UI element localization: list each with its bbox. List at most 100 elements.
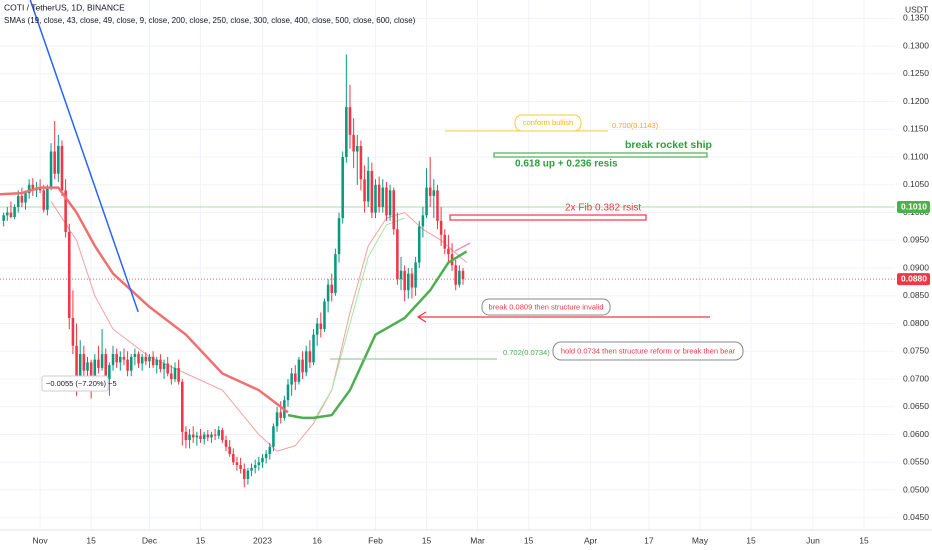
arrow-head bbox=[416, 311, 427, 323]
candle-body bbox=[410, 273, 414, 288]
candle-body bbox=[275, 412, 279, 427]
candle-body bbox=[6, 212, 9, 216]
candle-body bbox=[315, 323, 319, 335]
candle-body bbox=[326, 284, 330, 302]
candle-body bbox=[323, 301, 326, 330]
candle-body bbox=[348, 107, 352, 135]
candle-body bbox=[57, 145, 60, 174]
x-tick-label: 15 bbox=[746, 535, 756, 545]
candle-body bbox=[454, 265, 457, 285]
zone bbox=[493, 152, 708, 158]
candle-body bbox=[206, 434, 210, 438]
x-tick-label: Apr bbox=[584, 535, 597, 545]
candle-body bbox=[166, 363, 169, 374]
candle-body bbox=[97, 359, 100, 368]
candle-body bbox=[345, 107, 348, 158]
candle-body bbox=[100, 354, 104, 368]
y-tick-label: 0.1250 bbox=[903, 68, 929, 78]
x-tick-label: 15 bbox=[86, 535, 96, 545]
candle-body bbox=[9, 212, 13, 217]
candle-body bbox=[71, 318, 75, 346]
x-tick-label: Nov bbox=[33, 535, 49, 545]
candle-body bbox=[257, 462, 261, 466]
price-label: 0.1010 bbox=[901, 201, 927, 211]
candle-body bbox=[232, 453, 235, 463]
chart-subtitle: SMAs (19, close, 43, close, 49, close, 9… bbox=[4, 16, 416, 25]
y-tick-label: 0.0450 bbox=[903, 512, 929, 522]
candle-body bbox=[46, 187, 49, 210]
y-tick-label: 0.0800 bbox=[903, 318, 929, 328]
candle-body bbox=[334, 254, 337, 294]
note: 2x Fib 0.382 rsist bbox=[565, 203, 641, 214]
candle-body bbox=[381, 187, 385, 208]
chart-title: COTI / TetherUS, 1D, BINANCE bbox=[4, 2, 125, 12]
candle-body bbox=[144, 356, 148, 362]
candle-body bbox=[436, 190, 439, 221]
candle-body bbox=[250, 467, 253, 471]
candle-body bbox=[417, 226, 421, 263]
candle-body bbox=[425, 187, 428, 216]
candle-body bbox=[264, 453, 268, 458]
candle-body bbox=[224, 440, 228, 447]
note-box bbox=[514, 114, 582, 132]
candle-body bbox=[359, 145, 363, 180]
y-unit: USDT bbox=[905, 4, 928, 14]
candle-body bbox=[75, 345, 78, 380]
candle-body bbox=[304, 351, 308, 373]
candle-body bbox=[461, 270, 465, 280]
candle-body bbox=[432, 190, 436, 196]
candle-body bbox=[13, 207, 16, 217]
y-tick-label: 0.0750 bbox=[903, 346, 929, 356]
candle-body bbox=[173, 367, 177, 380]
candle-body bbox=[148, 356, 151, 362]
candle-body bbox=[67, 231, 71, 318]
candle-body bbox=[239, 465, 242, 469]
annotations: conform bullish 0.700(0.1143) break rock… bbox=[41, 114, 744, 392]
x-tick-label: 15 bbox=[524, 535, 534, 545]
candle-body bbox=[27, 184, 31, 194]
candle-body bbox=[115, 354, 118, 363]
note: hold 0.0734 then structure reform or bre… bbox=[561, 346, 736, 355]
y-tick-label: 0.1300 bbox=[903, 40, 929, 50]
candle-body bbox=[290, 373, 293, 385]
y-tick-label: 0.0900 bbox=[903, 262, 929, 272]
candle-body bbox=[210, 434, 213, 438]
sma-line bbox=[313, 217, 405, 421]
x-tick-label: May bbox=[692, 535, 709, 545]
candle-body bbox=[151, 356, 155, 366]
candle-body bbox=[370, 170, 374, 213]
sma-line bbox=[0, 186, 289, 414]
candle-body bbox=[162, 363, 166, 370]
note: conform bullish bbox=[523, 118, 573, 127]
candle-body bbox=[228, 446, 231, 454]
candle-body bbox=[377, 184, 381, 208]
candle-body bbox=[137, 354, 140, 364]
candle-body bbox=[253, 465, 257, 468]
note-box bbox=[552, 341, 744, 361]
y-tick-label: 0.1100 bbox=[903, 151, 929, 161]
candle-body bbox=[104, 354, 107, 380]
candle-body bbox=[53, 151, 56, 174]
y-tick-label: 0.1350 bbox=[903, 13, 929, 23]
candle-body bbox=[188, 434, 191, 441]
candle-body bbox=[385, 187, 388, 216]
x-tick-label: Feb bbox=[368, 535, 383, 545]
candle-body bbox=[49, 151, 53, 188]
candle-body bbox=[2, 215, 5, 221]
candle-body bbox=[82, 354, 86, 371]
candle-body bbox=[64, 190, 67, 232]
note-box bbox=[481, 298, 611, 316]
sma-line bbox=[287, 250, 468, 420]
candle-body bbox=[246, 470, 250, 479]
x-tick-label: 15 bbox=[859, 535, 869, 545]
y-tick-label: 0.0500 bbox=[903, 484, 929, 494]
candle-body bbox=[396, 229, 399, 280]
candle-body bbox=[126, 359, 129, 371]
cross-line bbox=[454, 242, 471, 252]
candle-body bbox=[279, 412, 282, 418]
y-tick-label: 0.0550 bbox=[903, 457, 929, 467]
candle-body bbox=[294, 373, 297, 382]
candle-body bbox=[374, 184, 377, 213]
candle-body bbox=[272, 426, 275, 447]
y-tick-label: 0.0600 bbox=[903, 429, 929, 439]
